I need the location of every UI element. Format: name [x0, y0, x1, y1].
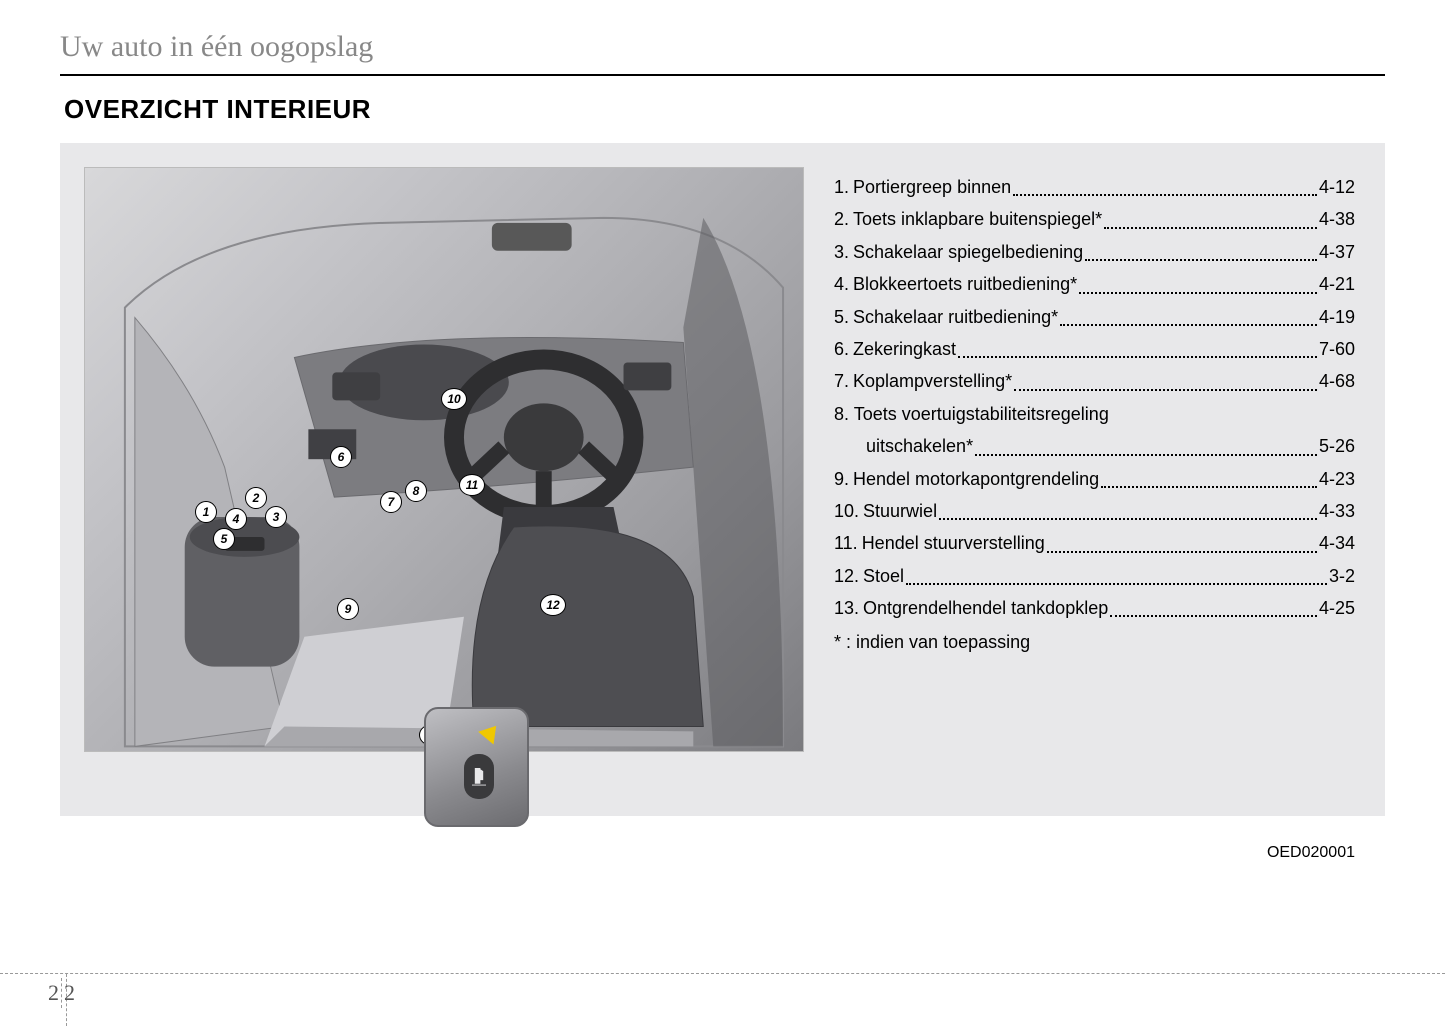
figure-wrap: 12345678910111213 [84, 167, 804, 792]
content-box: 12345678910111213 1. Portiergreep binnen… [60, 143, 1385, 816]
callout-2: 2 [245, 487, 267, 509]
legend-row: 13. Ontgrendelhendel tankdopklep4-25 [834, 592, 1355, 624]
title-underline [60, 74, 1385, 76]
page-number-page: 2 [64, 980, 75, 1006]
legend-row: 9. Hendel motorkapontgrendeling4-23 [834, 463, 1355, 495]
page-number-chapter: 2 [48, 980, 59, 1006]
legend-row: 1. Portiergreep binnen4-12 [834, 171, 1355, 203]
callout-3: 3 [265, 506, 287, 528]
interior-figure: 12345678910111213 [84, 167, 804, 752]
fuel-pump-icon [472, 768, 486, 786]
legend-row: 5. Schakelaar ruitbediening*4-19 [834, 301, 1355, 333]
legend-row: 4. Blokkeertoets ruitbediening*4-21 [834, 268, 1355, 300]
callout-10: 10 [441, 388, 467, 410]
fuel-release-button [464, 754, 494, 799]
callout-1: 1 [195, 501, 217, 523]
page-number: 2 2 [48, 978, 75, 1008]
section-title: OVERZICHT INTERIEUR [60, 94, 1385, 125]
arrow-icon [478, 719, 504, 744]
callout-6: 6 [330, 446, 352, 468]
legend-row: 11. Hendel stuurverstelling4-34 [834, 527, 1355, 559]
legend-row: 2. Toets inklapbare buitenspiegel*4-38 [834, 203, 1355, 235]
legend-row: 7. Koplampverstelling*4-68 [834, 365, 1355, 397]
callout-7: 7 [380, 491, 402, 513]
page-number-separator [61, 978, 62, 1008]
legend-footnote: * : indien van toepassing [834, 626, 1355, 658]
legend-row: 12. Stoel3-2 [834, 560, 1355, 592]
figure-code: OED020001 [1267, 844, 1355, 862]
chapter-title: Uw auto in één oogopslag [60, 30, 1385, 70]
manual-page: Uw auto in één oogopslag OVERZICHT INTER… [0, 0, 1445, 1026]
callout-4: 4 [225, 508, 247, 530]
legend-row: 10. Stuurwiel4-33 [834, 495, 1355, 527]
callout-8: 8 [405, 480, 427, 502]
callout-12: 12 [540, 594, 566, 616]
legend-row: 3. Schakelaar spiegelbediening4-37 [834, 236, 1355, 268]
fuel-release-inset [424, 707, 529, 827]
legend-list: 1. Portiergreep binnen4-122. Toets inkla… [834, 167, 1355, 792]
legend-row: 6. Zekeringkast7-60 [834, 333, 1355, 365]
callout-9: 9 [337, 598, 359, 620]
callout-5: 5 [213, 528, 235, 550]
legend-row: 8. Toets voertuigstabiliteitsregelinguit… [834, 398, 1355, 463]
page-footer-rule [0, 973, 1445, 974]
callout-11: 11 [459, 474, 485, 496]
car-interior-illustration [85, 168, 803, 751]
